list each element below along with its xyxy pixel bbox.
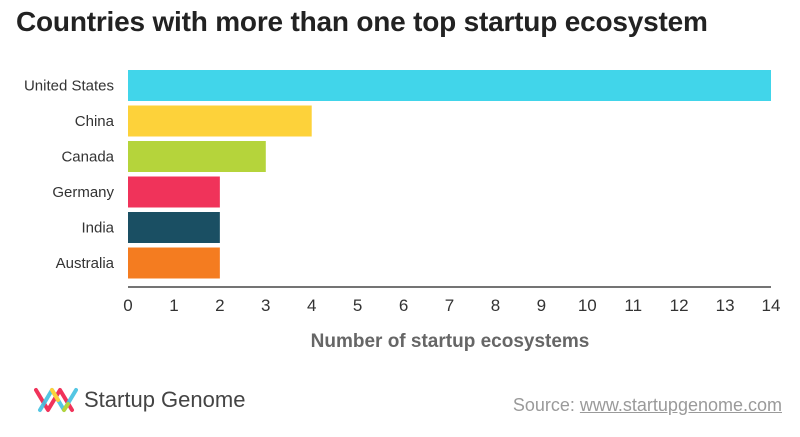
x-tick-label: 1 [169,296,178,315]
bar-united-states [128,70,771,101]
x-tick-label: 9 [537,296,546,315]
brand-name: Startup Genome [84,387,246,412]
y-tick-label: China [75,113,115,130]
bar-australia [128,247,220,279]
x-tick-label: 4 [307,296,316,315]
x-tick-label: 14 [762,296,781,315]
x-tick-label: 12 [670,296,689,315]
source-link[interactable]: www.startupgenome.com [579,395,782,415]
y-tick-label: India [81,220,114,237]
x-axis-ticks: 0 1 2 3 4 5 6 7 8 9 10 11 12 13 14 [123,296,780,315]
x-tick-label: 13 [716,296,735,315]
x-tick-label: 10 [578,296,597,315]
bar-series [128,70,771,279]
x-tick-label: 11 [624,296,642,315]
brand-logo: Startup Genome [34,380,245,420]
y-tick-label: Australia [56,255,115,272]
chart-title: Countries with more than one top startup… [16,6,708,37]
source-label: Source: [512,395,575,415]
bar-india [128,212,220,243]
bar-chart: United States China Canada Germany India Aust… [24,70,780,352]
startup-genome-logo-icon [34,388,78,412]
bar-germany [128,176,220,208]
source-note: Source: www.startupgenome.com [513,395,782,416]
y-axis-labels: United States China Canada Germany India Aust… [24,78,115,273]
bar-canada [128,141,266,172]
x-tick-label: 5 [353,296,362,315]
bar-china [128,105,312,137]
x-tick-label: 6 [399,296,408,315]
x-tick-label: 8 [491,296,500,315]
y-tick-label: Canada [61,149,114,166]
y-tick-label: United States [24,78,114,95]
y-tick-label: Germany [52,184,114,201]
x-tick-label: 0 [123,296,132,315]
x-axis-label: Number of startup ecosystems [311,331,590,352]
x-tick-label: 2 [215,296,224,315]
x-tick-label: 7 [445,296,454,315]
x-tick-label: 3 [261,296,270,315]
